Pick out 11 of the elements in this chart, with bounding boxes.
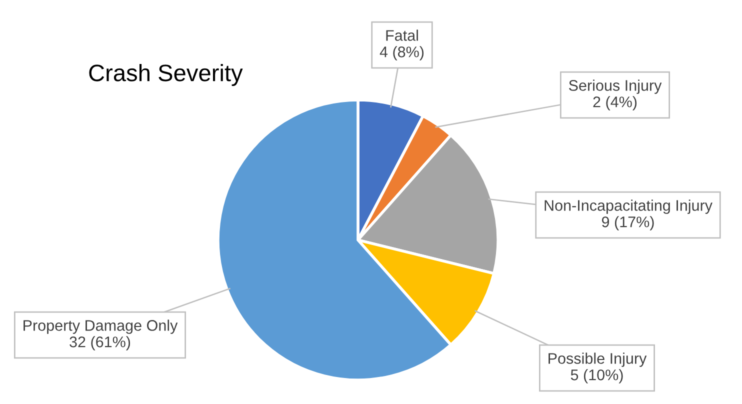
slice-label: Fatal xyxy=(386,30,418,41)
slice-label: Possible Injury xyxy=(548,352,647,367)
data-label: 5 (10%) xyxy=(570,369,623,384)
data-label: 32 (61%) xyxy=(70,336,130,350)
slice-label: Serious Injury xyxy=(568,80,662,94)
data-label: 9 (17%) xyxy=(602,216,654,230)
text: Crash Severity xyxy=(89,64,243,86)
data-label: 2 (4%) xyxy=(593,96,637,110)
slice-label: Property Damage Only xyxy=(24,320,178,334)
data-label: 4 (8%) xyxy=(380,46,424,60)
slice-label: Non-Incapacitating Injury xyxy=(544,200,712,214)
